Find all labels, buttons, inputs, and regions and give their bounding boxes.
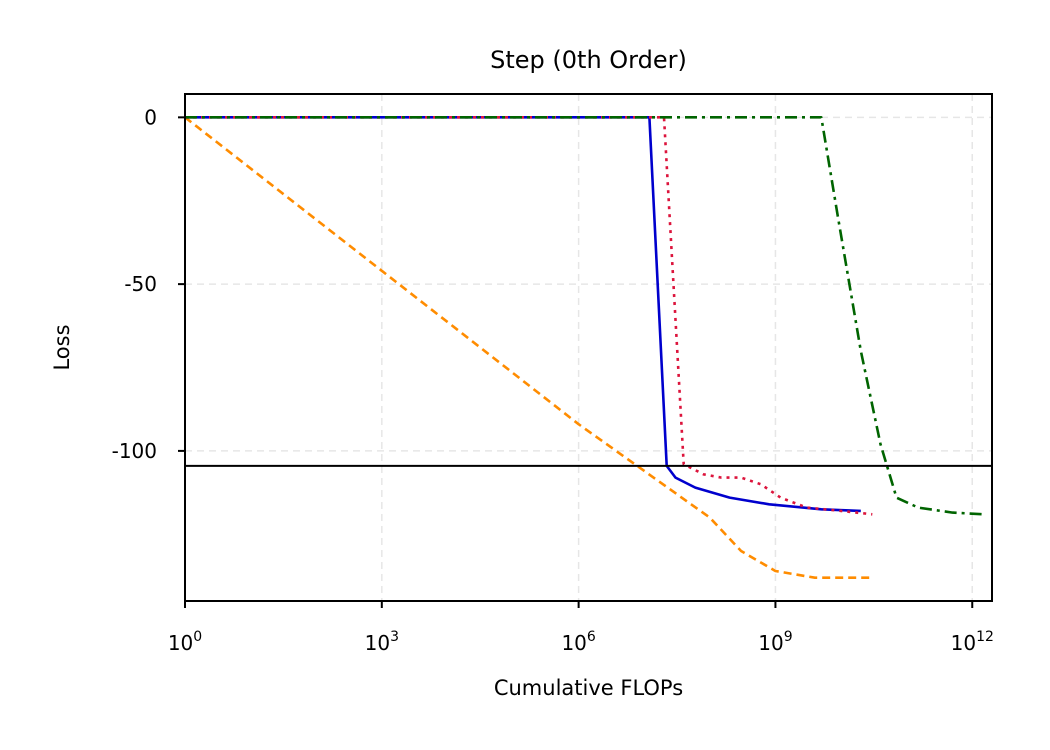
x-tick-label: 109	[758, 629, 792, 655]
x-axis-label: Cumulative FLOPs	[494, 676, 683, 700]
y-axis-label: Loss	[50, 324, 74, 370]
x-tick-label: 100	[168, 629, 202, 655]
x-tick-exponent: 9	[784, 629, 793, 645]
x-tick-label: 103	[365, 629, 399, 655]
series-line-4	[185, 116, 984, 516]
x-tick-exponent: 3	[390, 629, 399, 645]
x-tick-base: 10	[365, 631, 390, 655]
x-tick-label: 1012	[951, 629, 994, 655]
series-line-2	[185, 116, 861, 513]
plot-frame	[184, 93, 993, 602]
x-tick-base: 10	[758, 631, 783, 655]
series-layer	[184, 116, 984, 579]
x-tick-exponent: 6	[587, 629, 596, 645]
x-tick-label: 106	[561, 629, 595, 655]
series-line-1	[184, 116, 873, 579]
x-tick-base: 10	[951, 631, 976, 655]
x-tick-base: 10	[561, 631, 586, 655]
x-tick-base: 10	[168, 631, 193, 655]
y-tick-label: -100	[112, 439, 157, 463]
x-tick-exponent: 0	[193, 629, 202, 645]
y-tick-label: 0	[144, 105, 157, 129]
x-tick-exponent: 12	[976, 629, 994, 645]
grid-lines	[184, 94, 992, 601]
y-tick-label: -50	[124, 272, 157, 296]
series-line-3	[185, 116, 873, 516]
chart-title: Step (0th Order)	[490, 46, 687, 74]
